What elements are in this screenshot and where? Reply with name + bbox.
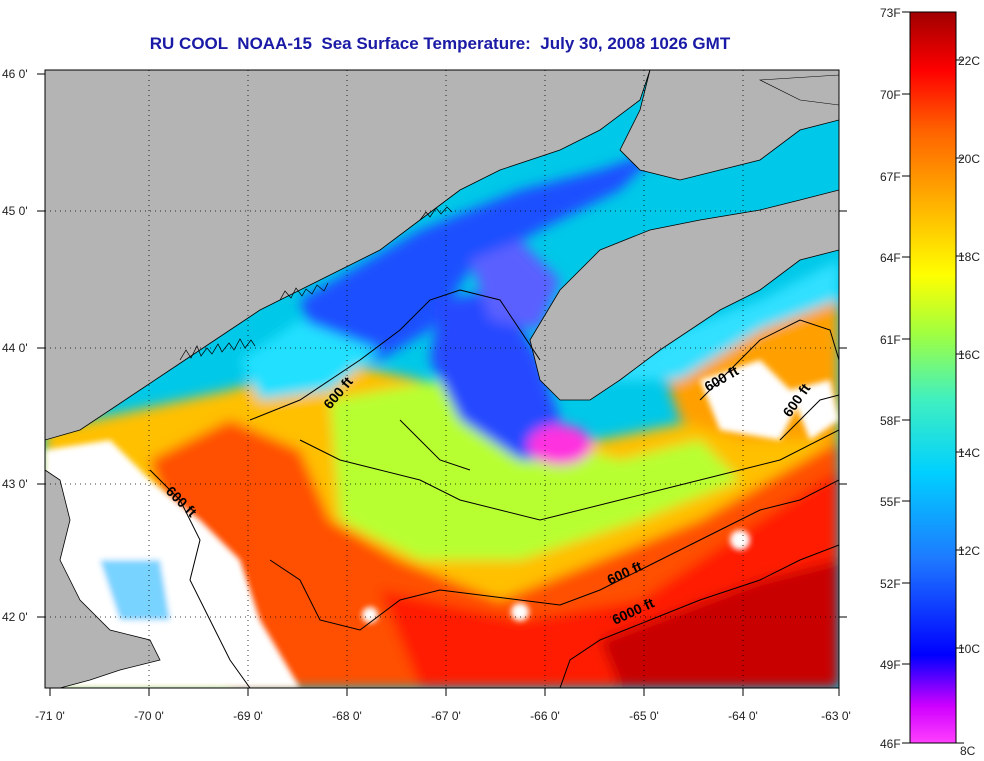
colorbar-label-f: 64F <box>880 251 901 265</box>
x-tick-label: -67 0' <box>431 709 461 723</box>
x-tick-labels: -71 0' -70 0' -69 0' -68 0' -67 0' -66 0… <box>35 709 851 723</box>
colorbar <box>909 11 957 744</box>
map-title: RU COOL NOAA-15 Sea Surface Temperature:… <box>149 34 731 53</box>
colorbar-label-f: 46F <box>880 737 901 751</box>
map-frame <box>44 69 840 689</box>
colorbar-label-c: 10C <box>958 642 980 656</box>
x-tick-label: -71 0' <box>35 709 65 723</box>
colorbar-label-f: 73F <box>880 6 901 20</box>
x-tick-label: -63 0' <box>821 709 851 723</box>
x-tick-label: -69 0' <box>233 709 263 723</box>
colorbar-label-f: 70F <box>880 88 901 102</box>
sst-imagery <box>45 70 839 688</box>
y-tick-label: 44 0' <box>2 341 28 355</box>
colorbar-celsius-labels: 22C 20C 18C 16C 14C 12C 10C 8C <box>958 54 980 758</box>
colorbar-label-c: 18C <box>958 250 980 264</box>
x-tick-label: -65 0' <box>629 709 659 723</box>
colorbar-label-c: 14C <box>958 446 980 460</box>
colorbar-label-c: 16C <box>958 348 980 362</box>
colorbar-label-c: 12C <box>958 544 980 558</box>
y-tick-label: 45 0' <box>2 204 28 218</box>
x-tick-label: -68 0' <box>332 709 362 723</box>
x-tick-label: -70 0' <box>134 709 164 723</box>
y-tick-labels: 46 0' 45 0' 44 0' 43 0' 42 0' <box>2 67 28 624</box>
y-tick-label: 43 0' <box>2 477 28 491</box>
colorbar-label-c: 22C <box>958 54 980 68</box>
colorbar-label-f: 55F <box>880 495 901 509</box>
colorbar-label-c: 8C <box>960 744 976 758</box>
colorbar-label-f: 67F <box>880 170 901 184</box>
colorbar-label-f: 61F <box>880 333 901 347</box>
coastline-detail <box>179 206 453 361</box>
colorbar-label-f: 49F <box>880 658 901 672</box>
colorbar-label-f: 52F <box>880 577 901 591</box>
axis-ticks <box>37 73 847 696</box>
x-tick-label: -66 0' <box>530 709 560 723</box>
colorbar-ticks <box>902 11 964 744</box>
y-tick-label: 42 0' <box>2 610 28 624</box>
y-tick-label: 46 0' <box>2 67 28 81</box>
cloud-areas <box>45 360 839 688</box>
colorbar-fahrenheit-labels: 73F 70F 67F 64F 61F 58F 55F 52F 49F 46F <box>880 6 901 751</box>
graticule <box>45 70 839 688</box>
x-tick-label: -64 0' <box>728 709 758 723</box>
colorbar-label-c: 20C <box>958 152 980 166</box>
bathymetry-contours <box>149 289 839 688</box>
colorbar-label-f: 58F <box>880 414 901 428</box>
